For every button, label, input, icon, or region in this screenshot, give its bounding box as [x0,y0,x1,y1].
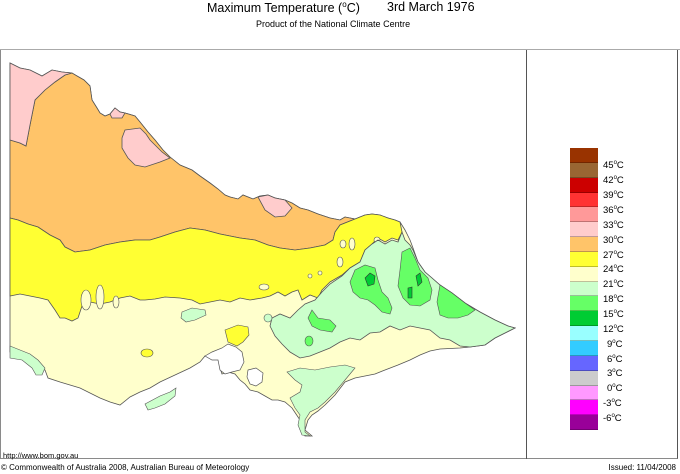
region-24-27-island [224,324,250,347]
legend-label: -3oC [603,398,622,410]
cream-patch [307,273,313,279]
legend-swatch-18-21 [570,281,598,297]
legend-swatch-36-39 [570,192,598,208]
legend-label: -6oC [603,413,622,425]
legend-divider [526,50,527,459]
legend-swatch-42-45 [570,162,598,178]
region-18-21-inland [263,313,273,323]
legend-swatch-neg3-0 [570,385,598,401]
legend-swatch-45-plus [570,148,598,163]
legend-label: 36oC [603,205,624,217]
cream-patch [317,270,323,276]
legend-label: 21oC [603,279,624,291]
region-18-21-west [9,345,46,376]
legend-swatch-12-15 [570,311,598,327]
temperature-legend [570,148,598,431]
region-30-33-small [109,107,126,119]
legend-swatch-3-6 [570,355,598,371]
region-30-33-nw [9,62,73,147]
cream-patch [95,284,105,310]
legend-swatch-6-9 [570,340,598,356]
region-18-21-inland [180,307,207,323]
region-12-15 [364,272,376,287]
degree-sup: o [342,0,347,9]
region-27-30 [9,72,357,253]
legend-swatch-0-3 [570,370,598,386]
legend-label: 45oC [603,160,624,172]
cream-patch [112,295,120,309]
cream-patch [339,239,347,249]
copyright-notice: © Commonwealth of Australia 2008, Austra… [1,463,250,472]
issued-date: Issued: 11/04/2008 [608,463,676,472]
map-title: Maximum Temperature (oC) 3rd March 1976 [0,0,680,16]
western-port [246,367,264,387]
region-18-21-coast [144,387,177,411]
region-12-15 [415,272,423,287]
legend-swatch-27-30 [570,237,598,252]
legend-label: 6oC [607,354,623,366]
cream-patch [258,283,270,291]
title-label: Maximum Temperature ( [207,1,343,16]
region-30-33-mid [121,127,171,168]
legend-swatch-15-18 [570,296,598,312]
legend-label: 18oC [603,294,624,306]
legend-swatch-below-neg6 [570,415,598,431]
region-30-33-ne [257,194,293,218]
region-12-15 [407,286,413,299]
legend-swatch-9-12 [570,326,598,341]
legend-label: 24oC [603,264,624,276]
legend-swatch-21-24 [570,266,598,282]
region-15-18 [307,309,337,333]
legend-label: 3oC [607,368,623,380]
legend-label: 15oC [603,309,624,321]
cream-patch [348,237,356,251]
legend-label: 0oC [607,383,623,395]
legend-label: 27oC [603,250,624,262]
region-18-21-south [286,364,356,437]
region-15-18 [349,264,393,315]
cream-patch [80,289,92,311]
victoria-temperature-map [9,62,517,437]
legend-label: 30oC [603,235,624,247]
subtitle: Product of the National Climate Centre [256,19,411,29]
legend-label: 12oC [603,324,624,336]
frame-top-line [0,49,680,50]
region-24-27-island [140,348,154,358]
legend-label: 39oC [603,190,624,202]
legend-swatch-30-33 [570,222,598,238]
legend-swatch-neg6-neg3 [570,400,598,416]
region-15-18 [397,247,433,307]
region-15-18 [304,335,314,347]
legend-label: 9oC [607,339,623,351]
legend-swatch-24-27 [570,251,598,267]
legend-swatch-39-42 [570,177,598,193]
title-date: 3rd March 1976 [387,0,475,14]
legend-label: 42oC [603,175,624,187]
cream-patch [336,256,344,268]
port-phillip-bay [204,343,245,375]
bom-url-link[interactable]: http://www.bom.gov.au [3,451,79,460]
title-unit: C) [346,1,360,16]
legend-swatch-33-36 [570,207,598,223]
legend-label: 33oC [603,220,624,232]
region-15-18 [436,284,476,319]
title-text: Maximum Temperature (oC) [207,0,360,15]
